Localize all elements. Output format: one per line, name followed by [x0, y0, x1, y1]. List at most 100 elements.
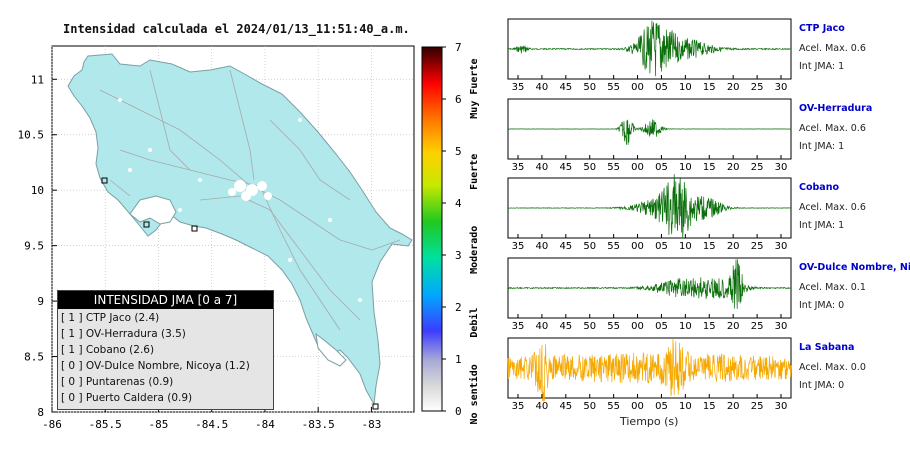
waveform-tick-label: 30: [775, 241, 788, 252]
legend-entry: [ 1 ] CTP Jaco (2.4): [61, 312, 273, 325]
legend-station: Puntarenas (0.9): [82, 376, 174, 388]
colorbar-tick-label: 5: [455, 145, 462, 158]
legend-jma-value: [ 1 ]: [61, 328, 83, 340]
waveform-tick-label: 05: [655, 162, 668, 173]
waveform-tick-label: 40: [536, 401, 549, 412]
x-tick-label: -86: [42, 418, 62, 431]
waveform-station-name: Cobano: [799, 182, 839, 193]
waveform-tick-label: 30: [775, 321, 788, 332]
waveform-tick-label: 20: [727, 162, 740, 173]
waveform-trace: [507, 259, 792, 309]
waveform-tick-label: 50: [583, 241, 596, 252]
legend-station: Cobano (2.6): [82, 344, 155, 356]
waveform-jma-intensity: Int JMA: 1: [799, 220, 845, 231]
waveform-tick-label: 45: [559, 162, 572, 173]
waveform-station-name: CTP Jaco: [799, 23, 845, 34]
colorbar-category-label: Debil: [468, 308, 480, 338]
legend-station: OV-Herradura (3.5): [82, 328, 186, 340]
waveform-tick-label: 10: [679, 82, 692, 93]
waveform-tick-label: 50: [583, 82, 596, 93]
waveform-max-acceleration: Acel. Max. 0.1: [799, 282, 866, 293]
legend-station: OV-Dulce Nombre, Nicoya (1.2): [82, 360, 250, 372]
y-tick-label: 9.5: [24, 240, 44, 253]
waveform-tick-label: 55: [607, 401, 620, 412]
colorbar-tick-label: 3: [455, 249, 462, 262]
station-marker: [191, 225, 198, 232]
x-tick-label: -84: [255, 418, 275, 431]
y-tick-label: 11: [31, 73, 44, 86]
legend-station: Puerto Caldera (0.9): [82, 392, 193, 404]
waveform-tick-label: 45: [559, 321, 572, 332]
colorbar-tick-label: 2: [455, 301, 462, 314]
legend-jma-value: [ 0 ]: [61, 376, 83, 388]
intensity-legend: INTENSIDAD JMA [0 a 7] [ 1 ] CTP Jaco (2…: [57, 290, 274, 410]
waveform-tick-label: 35: [512, 401, 525, 412]
legend-rows: [ 1 ] CTP Jaco (2.4) [ 1 ] OV-Herradura (…: [58, 312, 273, 405]
waveform-tick-label: 35: [512, 241, 525, 252]
waveform-max-acceleration: Acel. Max. 0.6: [799, 123, 866, 134]
waveform-jma-intensity: Int JMA: 1: [799, 141, 845, 152]
colorbar-category-label: Fuerte: [469, 154, 480, 190]
colorbar-categories: No sentido Debil Moderado Fuerte Muy Fuerte: [468, 58, 480, 424]
waveform-trace: [507, 20, 792, 77]
colorbar-tick-label: 4: [455, 197, 462, 210]
colorbar-category-label: No sentido: [468, 364, 480, 424]
waveform-tick-label: 50: [583, 162, 596, 173]
map-x-axis: -86 -85.5 -85 -84.5 -84 -83.5 -83: [42, 407, 381, 431]
waveform-jma-intensity: Int JMA: 1: [799, 61, 845, 72]
waveform-tick-label: 25: [751, 82, 764, 93]
waveform-jma-intensity: Int JMA: 0: [799, 300, 845, 311]
waveform-max-acceleration: Acel. Max. 0.0: [799, 362, 866, 373]
waveform-trace: [507, 174, 792, 239]
legend-jma-value: [ 0 ]: [61, 392, 83, 404]
waveform-tick-label: 00: [631, 321, 644, 332]
waveform-tick-label: 55: [607, 82, 620, 93]
waveform-tick-label: 40: [536, 162, 549, 173]
waveform-tick-label: 10: [679, 321, 692, 332]
legend-title: INTENSIDAD JMA [0 a 7]: [58, 291, 273, 309]
waveform-jma-intensity: Int JMA: 0: [799, 380, 845, 391]
waveform-tick-label: 15: [703, 321, 716, 332]
waveform-tick-label: 15: [703, 401, 716, 412]
waveform-tick-label: 05: [655, 401, 668, 412]
waveform-tick-label: 30: [775, 162, 788, 173]
waveform-tick-label: 40: [536, 241, 549, 252]
station-marker: [372, 403, 379, 410]
waveform-tick-label: 20: [727, 82, 740, 93]
y-tick-label: 8.5: [24, 351, 44, 364]
waveform-tick-label: 35: [512, 82, 525, 93]
waveform-trace: [507, 339, 792, 402]
waveform-tick-label: 55: [607, 241, 620, 252]
y-tick-label: 8: [37, 406, 44, 419]
waveform-tick-label: 45: [559, 401, 572, 412]
legend-entry: [ 0 ] OV-Dulce Nombre, Nicoya (1.2): [61, 360, 273, 373]
waveform-tick-label: 00: [631, 401, 644, 412]
waveform-tick-label: 35: [512, 321, 525, 332]
waveform-tick-label: 10: [679, 401, 692, 412]
colorbar-category-label: Muy Fuerte: [469, 58, 480, 118]
waveform-tick-label: 30: [775, 82, 788, 93]
waveform-tick-label: 50: [583, 401, 596, 412]
waveform-tick-label: 55: [607, 321, 620, 332]
waveform-tick-label: 05: [655, 321, 668, 332]
legend-station: CTP Jaco (2.4): [82, 312, 160, 324]
legend-entry: [ 0 ] Puerto Caldera (0.9): [61, 392, 273, 405]
x-tick-label: -85.5: [89, 418, 122, 431]
waveform-max-acceleration: Acel. Max. 0.6: [799, 43, 866, 54]
chart-title: Intensidad calculada el 2024/01/13_11:51…: [63, 22, 410, 36]
legend-entry: [ 1 ] OV-Herradura (3.5): [61, 328, 273, 341]
waveform-tick-label: 50: [583, 321, 596, 332]
waveform-station-name: OV-Herradura: [799, 103, 873, 114]
colorbar-tick-label: 6: [455, 93, 462, 106]
colorbar: [421, 46, 443, 412]
waveform-tick-label: 35: [512, 162, 525, 173]
waveform-trace: [508, 119, 792, 145]
colorbar-category-label: Moderado: [469, 226, 480, 274]
waveform-tick-label: 20: [727, 321, 740, 332]
nicoya-gulf: [129, 195, 177, 225]
x-tick-label: -85: [149, 418, 169, 431]
waveform-tick-label: 10: [679, 241, 692, 252]
map-y-axis: 8 8.5 9 9.5 10 10.5 11: [18, 73, 57, 419]
colorbar-tick-label: 7: [455, 41, 462, 54]
